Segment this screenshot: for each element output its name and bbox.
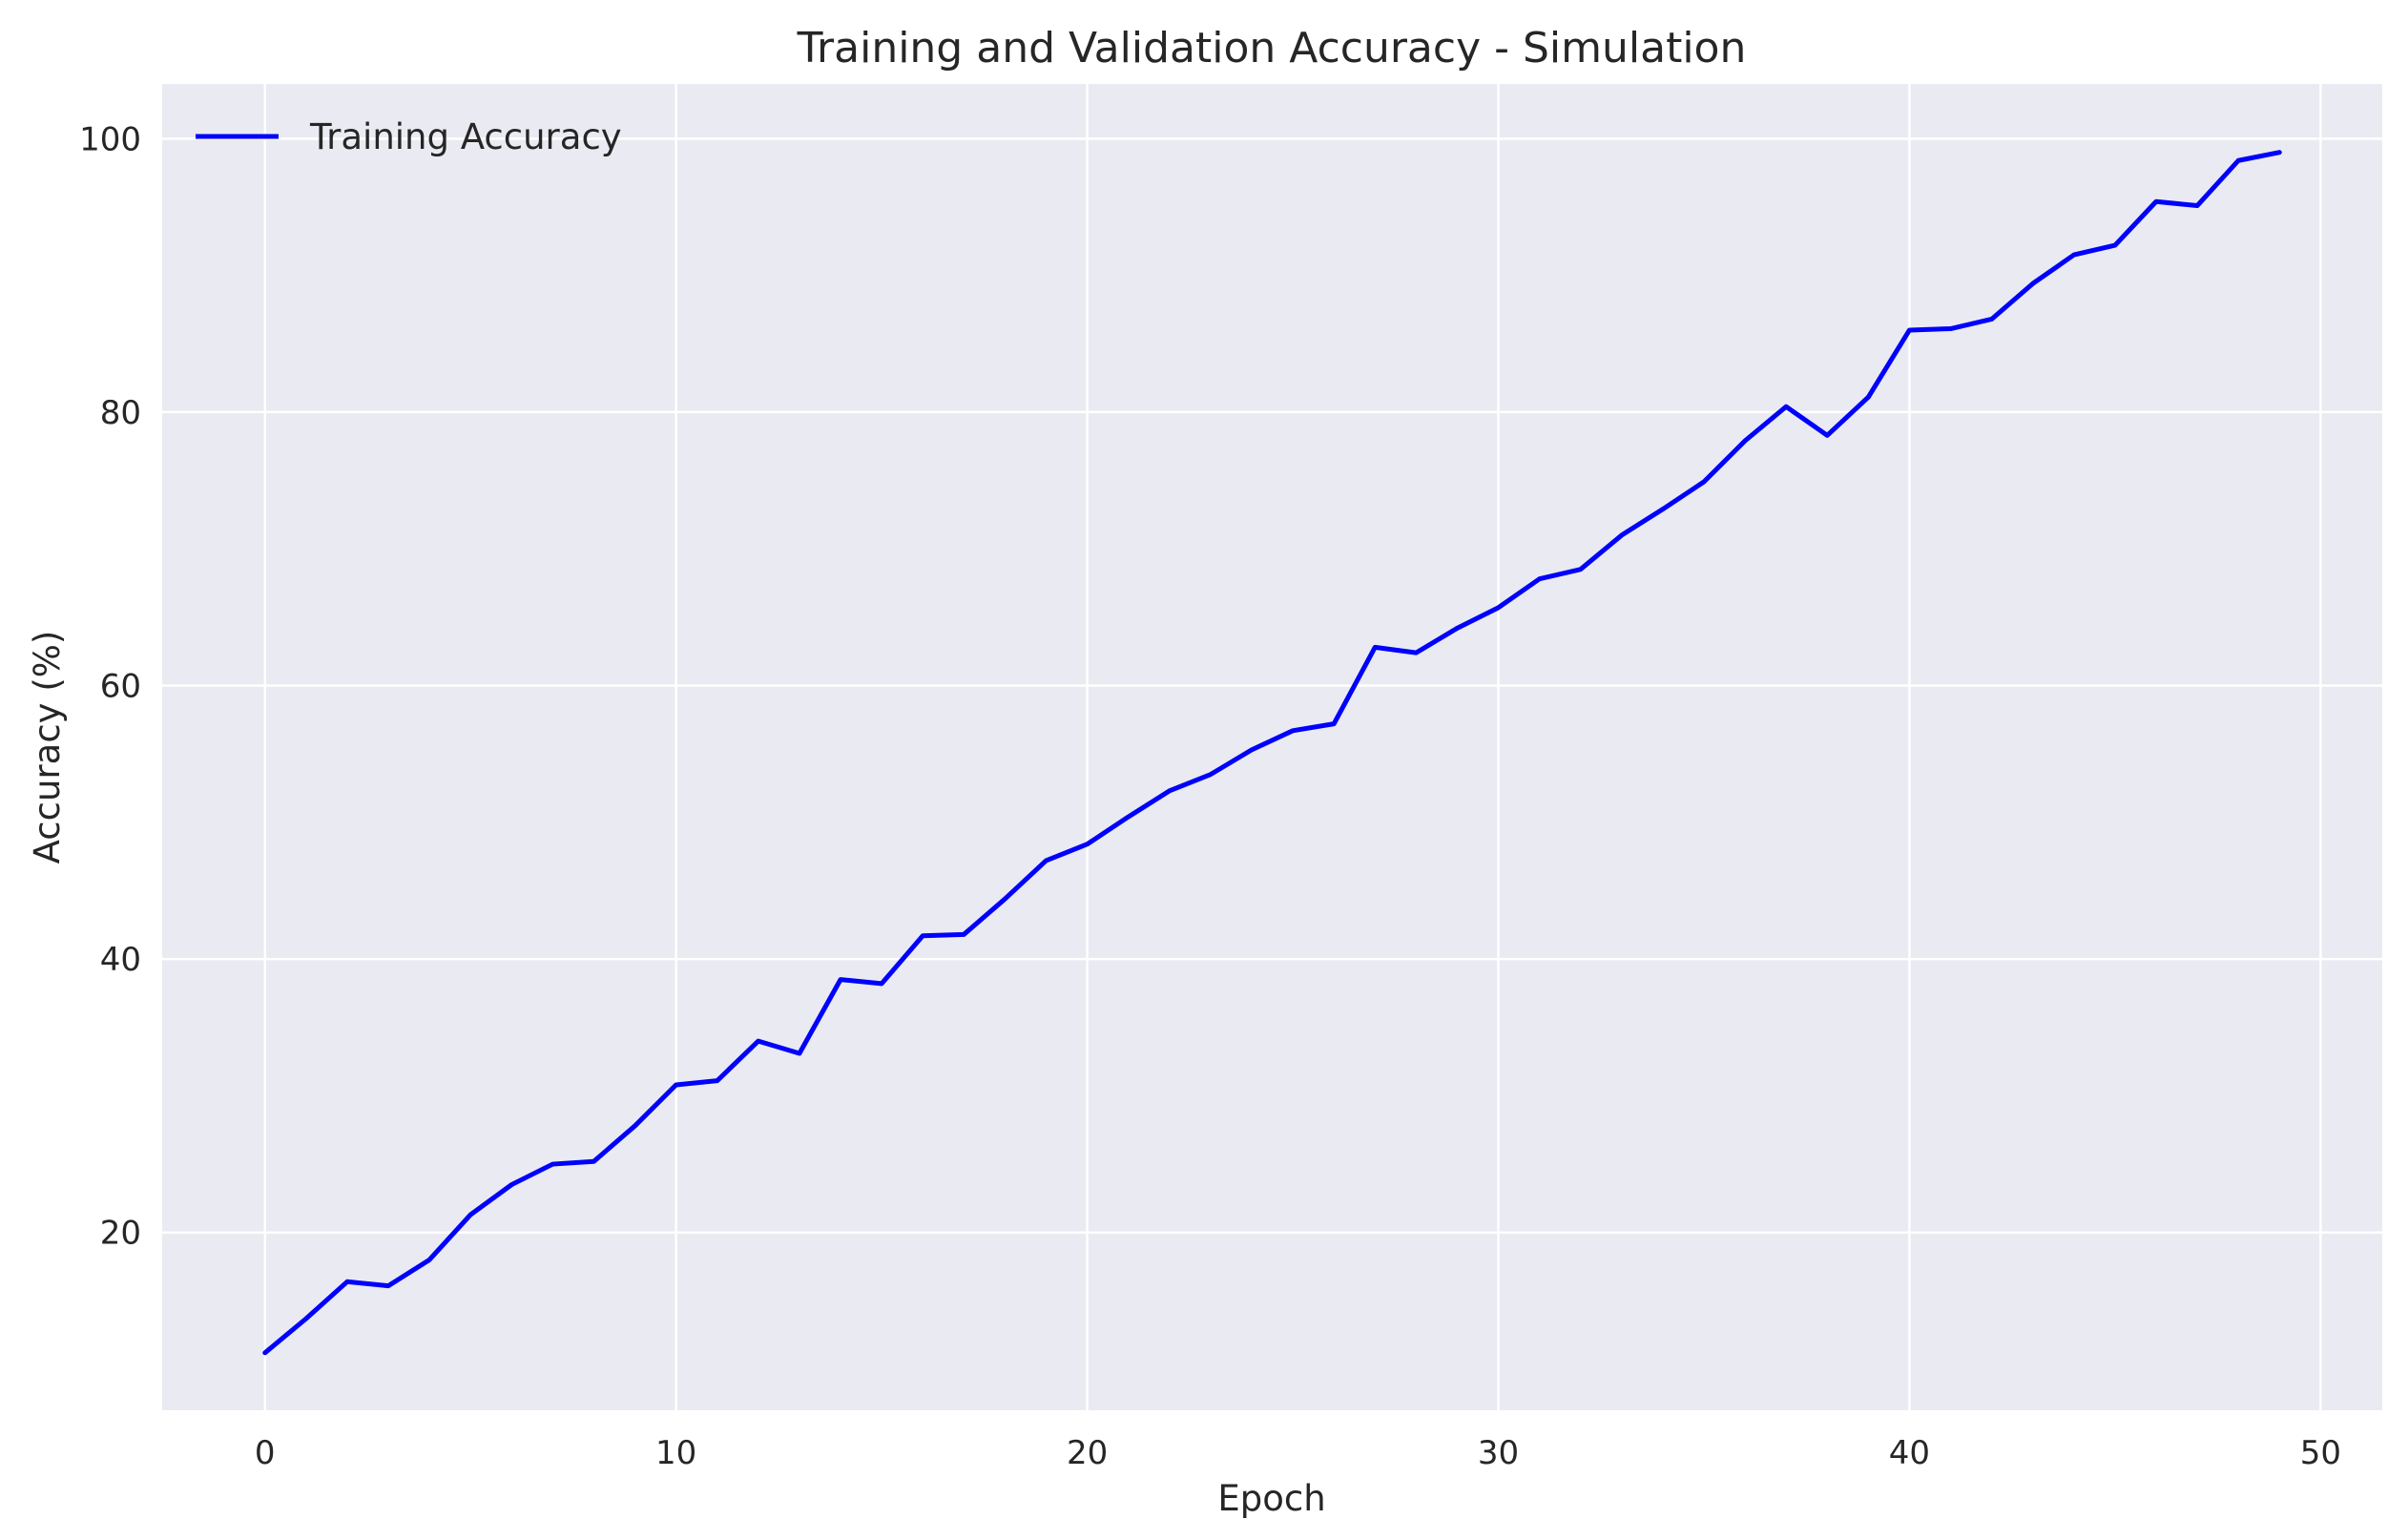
x-tick-labels: 0 10 20 30 40 50 <box>255 1434 2341 1472</box>
y-tick-label-1: 40 <box>100 941 141 979</box>
x-tick-label-2: 20 <box>1067 1434 1108 1472</box>
x-tick-label-0: 0 <box>255 1434 276 1472</box>
x-gridlines <box>263 84 2322 1410</box>
y-tick-label-3: 80 <box>100 394 141 432</box>
y-gridlines <box>162 137 2382 1234</box>
x-axis-label: Epoch <box>1217 1478 1325 1519</box>
x-tick-label-3: 30 <box>1478 1434 1519 1472</box>
y-axis-label: Accuracy (%) <box>27 631 68 864</box>
series-line-0 <box>262 150 2282 1356</box>
y-tick-labels: 20 40 60 80 100 <box>79 120 141 1252</box>
chart-title: Training and Validation Accuracy - Simul… <box>797 24 1747 73</box>
plot-area <box>162 84 2382 1410</box>
legend: Training Accuracy <box>196 116 622 157</box>
x-tick-label-5: 50 <box>2300 1434 2341 1472</box>
x-tick-label-1: 10 <box>655 1434 696 1472</box>
series-layer <box>262 150 2282 1356</box>
y-tick-label-2: 60 <box>100 668 141 706</box>
legend-label-training-accuracy: Training Accuracy <box>309 116 622 157</box>
y-tick-label-4: 100 <box>79 120 141 158</box>
x-tick-label-4: 40 <box>1889 1434 1930 1472</box>
y-tick-label-0: 20 <box>100 1215 141 1253</box>
